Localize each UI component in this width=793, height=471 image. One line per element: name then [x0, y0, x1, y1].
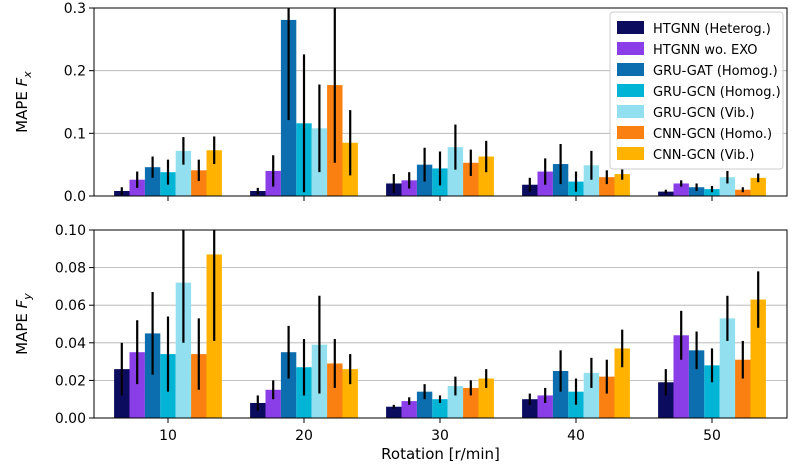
x-tick-label: 10	[159, 428, 177, 444]
legend-label: GRU-GCN (Homog.)	[653, 85, 781, 100]
bar	[599, 376, 615, 418]
y-tick-label: 0.00	[55, 411, 86, 427]
bar	[735, 189, 751, 196]
legend-swatch	[617, 42, 644, 55]
legend-swatch	[617, 21, 644, 34]
bar	[719, 177, 736, 196]
bar	[416, 391, 433, 418]
bar	[463, 387, 479, 418]
bar	[175, 282, 192, 418]
bar	[537, 395, 553, 418]
y-axis-label: MAPE Fy	[13, 293, 34, 355]
x-tick-label: 40	[567, 428, 585, 444]
bar	[447, 386, 464, 418]
x-tick-label: 20	[295, 428, 313, 444]
bar	[688, 187, 705, 196]
y-tick-label: 0.08	[55, 261, 86, 277]
x-tick-label: 50	[703, 428, 721, 444]
legend-swatch	[617, 105, 644, 118]
bar	[463, 162, 479, 196]
legend-label: GRU-GAT (Homog.)	[653, 64, 778, 79]
y-tick-label: 0.10	[55, 223, 86, 239]
legend-label: HTGNN wo. EXO	[653, 43, 758, 58]
bar	[614, 174, 630, 196]
bar	[206, 150, 222, 196]
bar	[386, 406, 402, 418]
bar	[704, 365, 720, 418]
bar	[478, 156, 494, 196]
bar	[342, 369, 358, 418]
bar	[522, 399, 538, 418]
bar	[583, 165, 600, 196]
bar	[280, 352, 297, 418]
legend-label: GRU-GCN (Vib.)	[653, 106, 755, 121]
bar	[658, 382, 674, 418]
bar	[688, 350, 705, 418]
bar	[658, 191, 674, 196]
bar	[673, 335, 689, 418]
bar	[478, 378, 494, 418]
bar	[144, 333, 161, 418]
bar	[175, 150, 192, 196]
legend-frame	[609, 11, 784, 170]
y-tick-label: 0.02	[55, 373, 86, 389]
bar	[750, 299, 766, 418]
bar	[599, 177, 615, 196]
bar	[719, 318, 736, 418]
bar	[750, 177, 766, 196]
bar	[265, 389, 281, 418]
panel-fx: 0.0 0.1 0.2 0.3 MAPE Fx	[13, 1, 788, 205]
legend-swatch	[617, 84, 644, 97]
bar	[327, 363, 343, 418]
bar	[191, 170, 207, 196]
bar	[432, 399, 448, 418]
x-axis-label: Rotation [r/min]	[381, 445, 500, 463]
y-tick-label: 0.06	[55, 298, 86, 314]
legend-label: HTGNN (Heterog.)	[653, 22, 771, 37]
bar	[614, 348, 630, 418]
y-tick-label: 0.3	[64, 1, 86, 17]
legend: HTGNN (Heterog.) HTGNN wo. EXO GRU-GAT (Ho…	[609, 11, 784, 170]
legend-label: CNN-GCN (Vib.)	[653, 148, 754, 163]
y-tick-label: 0.2	[64, 64, 86, 80]
bar	[673, 183, 689, 196]
bar	[583, 372, 600, 418]
bar	[704, 189, 720, 196]
bar	[401, 401, 417, 418]
legend-swatch	[617, 147, 644, 160]
legend-swatch	[617, 126, 644, 139]
bar	[144, 167, 161, 196]
bar	[552, 371, 569, 418]
x-tick-label: 30	[431, 428, 449, 444]
y-tick-label: 0.04	[55, 336, 86, 352]
panel-fy: 0.00 0.02 0.04 0.06 0.08 0.10 10 20 30 40 50 MAPE F…	[13, 223, 788, 444]
y-axis-label: MAPE Fx	[13, 71, 34, 133]
bar	[447, 147, 464, 196]
y-tick-label: 0.1	[64, 126, 86, 142]
legend-label: CNN-GCN (Homo.)	[653, 127, 772, 142]
y-tick-label: 0.0	[64, 189, 86, 205]
legend-swatch	[617, 63, 644, 76]
bar	[129, 352, 145, 418]
bar	[735, 359, 751, 418]
